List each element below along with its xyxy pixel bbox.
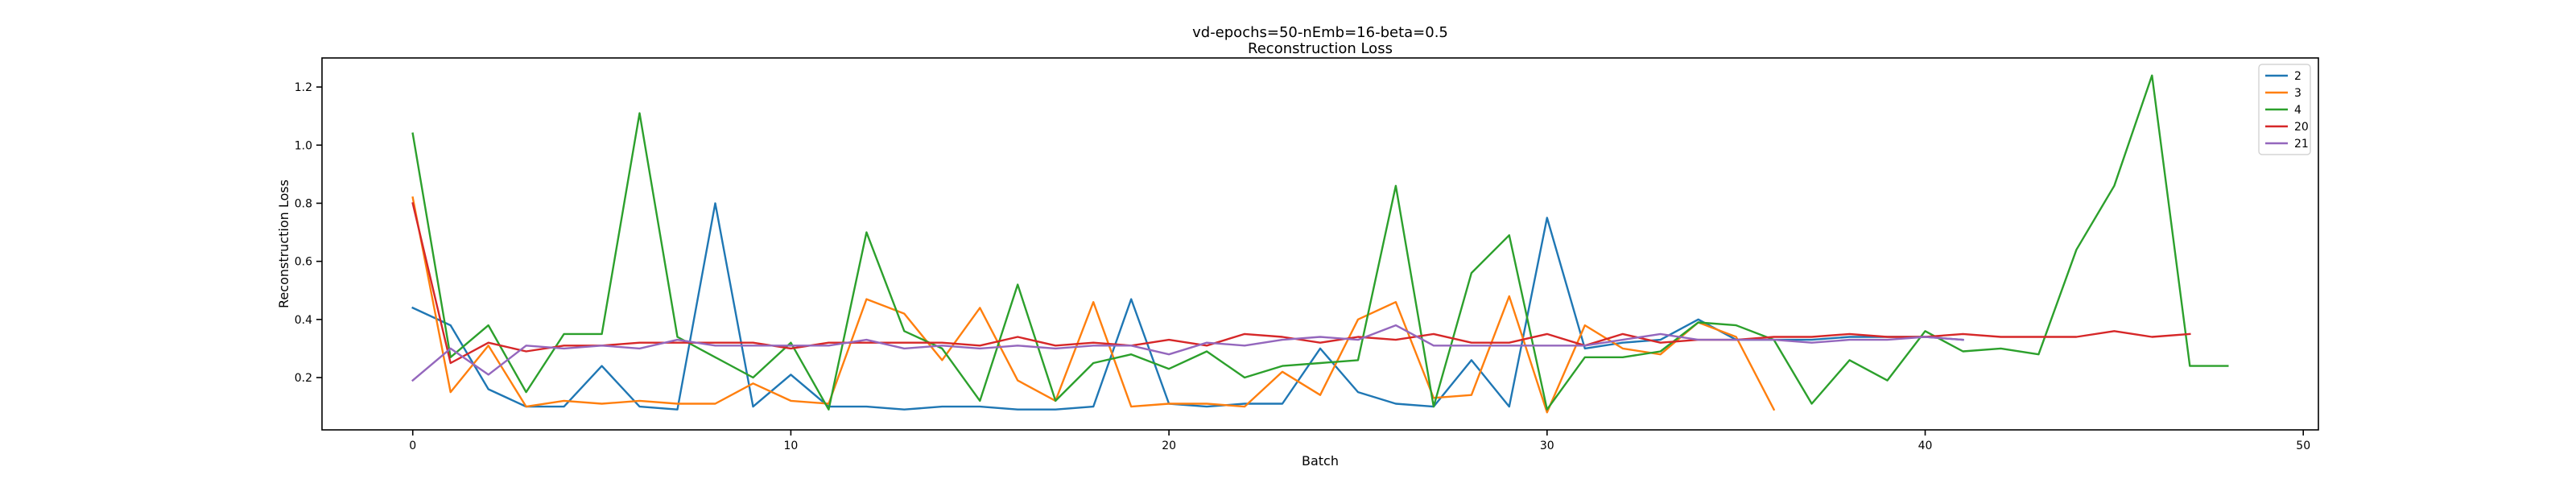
x-tick-label: 20 bbox=[1162, 440, 1176, 452]
series-line-2 bbox=[411, 202, 1964, 411]
series-line-20 bbox=[411, 202, 2191, 365]
x-tick-label: 40 bbox=[1918, 440, 1933, 452]
legend-label-2: 2 bbox=[2294, 70, 2301, 83]
y-tick-label: 0.6 bbox=[295, 256, 312, 269]
y-axis-ticks: 0.2 0.4 0.6 0.8 1.0 1.2 bbox=[295, 81, 322, 385]
legend-label-3: 3 bbox=[2294, 87, 2301, 100]
y-tick-label: 0.4 bbox=[295, 314, 312, 327]
plot-lines bbox=[411, 74, 2229, 414]
x-tick-label: 30 bbox=[1540, 440, 1554, 452]
x-tick-label: 10 bbox=[784, 440, 799, 452]
legend: 2 3 4 20 21 bbox=[2258, 64, 2311, 155]
y-tick-label: 0.2 bbox=[295, 372, 312, 385]
x-tick-label: 0 bbox=[409, 440, 416, 452]
x-axis-ticks: 0 10 20 30 40 50 bbox=[409, 430, 2310, 452]
x-tick-label: 50 bbox=[2296, 440, 2310, 452]
series-line-3 bbox=[411, 196, 1776, 414]
plot-area-frame bbox=[321, 57, 2319, 431]
chart-title: vd-epochs=50-nEmb=16-beta=0.5 bbox=[1192, 24, 1448, 41]
chart-subtitle: Reconstruction Loss bbox=[1248, 40, 1393, 57]
x-axis-label: Batch bbox=[1302, 453, 1339, 469]
y-tick-label: 1.2 bbox=[295, 81, 312, 94]
series-line-21 bbox=[411, 324, 1964, 382]
legend-label-4: 4 bbox=[2294, 104, 2301, 117]
legend-label-21: 21 bbox=[2294, 138, 2309, 151]
y-tick-label: 0.8 bbox=[295, 197, 312, 210]
series-line-4 bbox=[411, 74, 2229, 411]
y-axis-label: Reconstruction Loss bbox=[276, 180, 291, 308]
y-tick-label: 1.0 bbox=[295, 139, 312, 152]
legend-label-20: 20 bbox=[2294, 121, 2309, 134]
